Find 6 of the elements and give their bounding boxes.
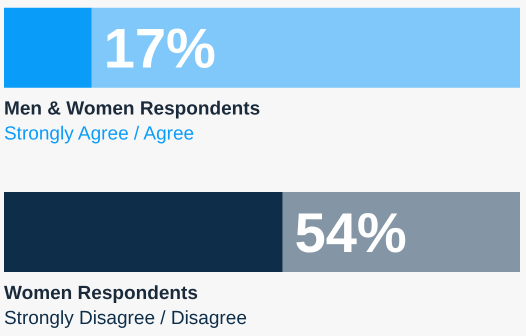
y-tick-label: Women Respondents bbox=[4, 283, 198, 304]
annotation: Strongly Agree / Agree bbox=[4, 124, 194, 145]
annotation: Strongly Disagree / Disagree bbox=[4, 308, 247, 330]
data-label: 17% bbox=[104, 16, 216, 80]
data-label: 54% bbox=[294, 201, 407, 264]
y-tick-label: Men & Women Respondents bbox=[4, 98, 260, 120]
